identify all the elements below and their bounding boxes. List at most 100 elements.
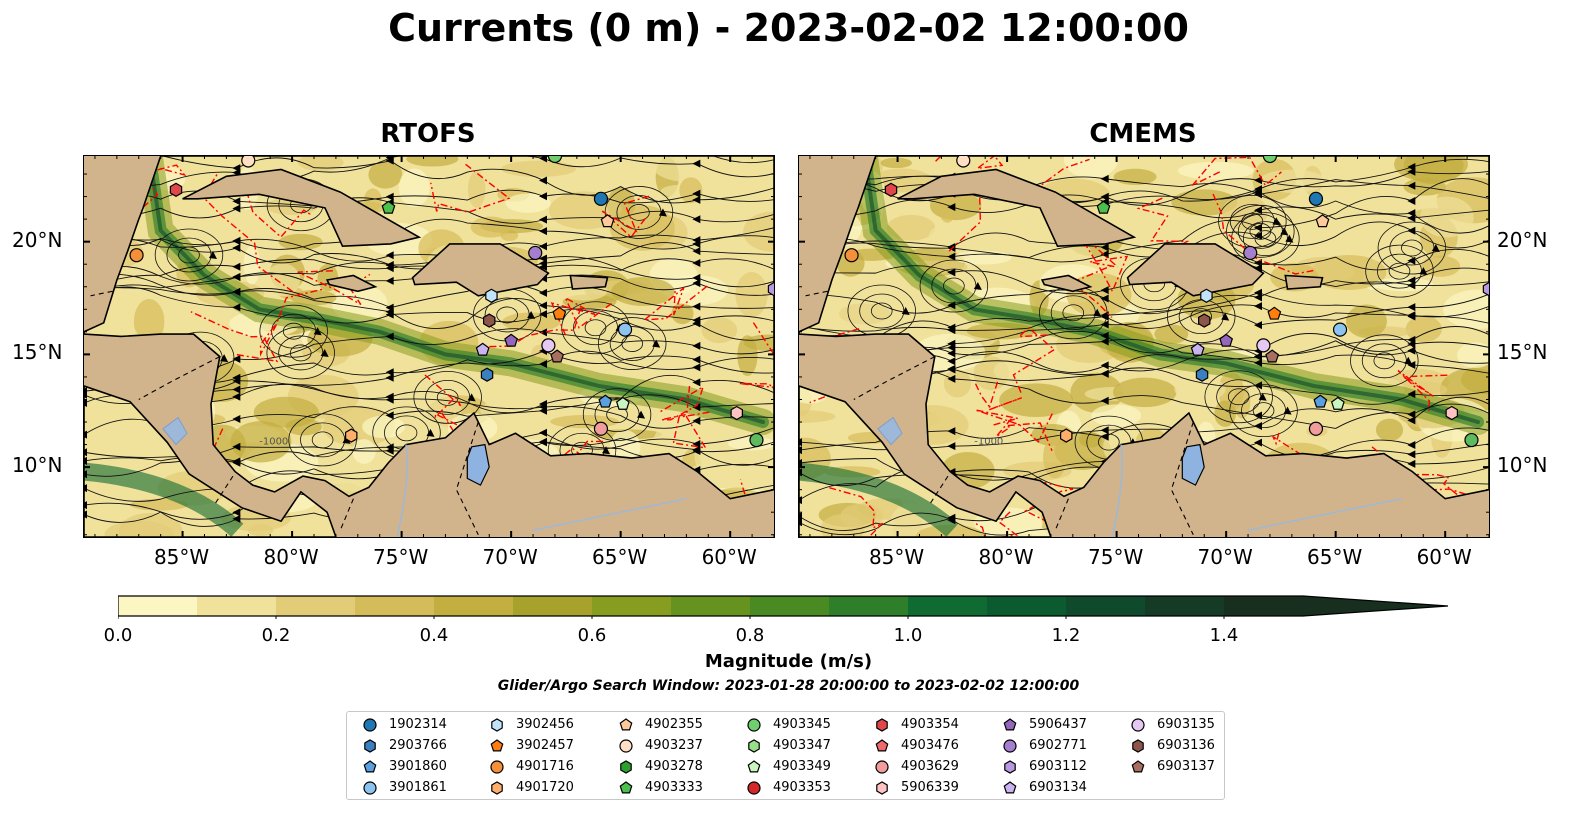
cmems-map-svg: -1000 xyxy=(799,156,1489,537)
colorbar-bar xyxy=(117,595,1449,619)
cmems-float-6903136 xyxy=(1198,313,1211,328)
legend-label: 6903112 xyxy=(1029,759,1087,774)
colorbar-bin xyxy=(829,596,909,616)
legend-marker-shape xyxy=(363,717,377,732)
rtofs-float-1902314 xyxy=(593,191,609,206)
cmems-float-4903349 xyxy=(1330,396,1345,410)
cmems-lat-tick: 10°N xyxy=(1497,453,1548,478)
cmems-lon-tick: 75°W xyxy=(1087,545,1144,569)
rtofs-lon-tick: 70°W xyxy=(482,545,538,569)
legend-label: 5906339 xyxy=(901,780,959,795)
rtofs-frame-ticks xyxy=(84,156,774,537)
cmems-float-3901861 xyxy=(1332,322,1348,337)
legend-item: 6903134 xyxy=(1001,777,1087,798)
colorbar-bin xyxy=(987,596,1067,616)
search-window-caption: Glider/Argo Search Window: 2023-01-28 20… xyxy=(497,678,1080,694)
legend-marker-hexagon xyxy=(876,780,888,795)
cmems-contour-label: -1000 xyxy=(974,437,1003,448)
legend-marker-shape xyxy=(364,738,376,753)
cmems-float-4903354 xyxy=(884,182,898,198)
cmems-float-4903333 xyxy=(1096,200,1111,214)
legend-marker-shape xyxy=(490,759,504,774)
legend-marker-hexagon xyxy=(364,738,376,753)
legend-marker-shape xyxy=(875,738,889,751)
colorbar-tick-label: 1.4 xyxy=(1209,625,1239,646)
colorbar-bin xyxy=(908,596,988,616)
cmems-lon-tick: 85°W xyxy=(868,545,925,569)
rtofs-float-4903333b xyxy=(749,432,764,448)
legend-marker-shape xyxy=(491,717,503,732)
legend-marker-shape xyxy=(363,780,377,795)
legend-marker-circle xyxy=(875,759,889,774)
legend-label: 1902314 xyxy=(389,717,447,732)
legend-item: 3902457 xyxy=(488,735,574,756)
legend-label: 4903347 xyxy=(773,738,831,753)
legend-item: 4903237 xyxy=(617,735,703,756)
cmems-float-1902314 xyxy=(1308,191,1324,206)
legend-marker-pentagon xyxy=(747,759,761,772)
panel-title-rtofs: RTOFS xyxy=(380,119,476,149)
legend-label: 6903134 xyxy=(1029,780,1087,795)
legend-label: 6903135 xyxy=(1157,717,1215,732)
legend-marker-pentagon xyxy=(363,759,377,772)
legend-marker-shape xyxy=(747,780,761,795)
cmems-float-4903237 xyxy=(956,156,971,168)
cmems-coastlines xyxy=(799,156,1489,537)
legend-label: 4903278 xyxy=(645,759,703,774)
legend-label: 4903353 xyxy=(773,780,831,795)
legend-marker-hexagon xyxy=(748,738,760,753)
rtofs-float-6903134 xyxy=(475,342,490,356)
rtofs-lat-tick: 10°N xyxy=(12,453,63,478)
legend-marker-shape xyxy=(876,780,888,795)
legend-marker-shape xyxy=(619,738,633,753)
rtofs-float-5906339 xyxy=(730,405,743,421)
legend-item: 4903354 xyxy=(873,714,959,735)
rtofs-float-3902457 xyxy=(552,306,567,320)
legend-item: 1902314 xyxy=(361,714,447,735)
legend-marker-pentagon xyxy=(619,717,633,730)
legend-item: 4903476 xyxy=(873,735,959,756)
legend-marker-circle xyxy=(490,759,504,774)
rtofs-map-svg: -1000 xyxy=(84,156,774,537)
legend-item: 4903349 xyxy=(745,756,831,777)
legend-marker-hexagon xyxy=(876,717,888,732)
rtofs-lat-tick: 15°N xyxy=(12,340,63,365)
cmems-float-6903137 xyxy=(1265,349,1280,363)
legend-item: 4901720 xyxy=(488,777,574,798)
colorbar-tick-label: 0.8 xyxy=(735,625,765,646)
legend-marker-circle xyxy=(747,780,761,795)
legend-item: 4902355 xyxy=(617,714,703,735)
rtofs-float-4903349 xyxy=(615,396,630,410)
rtofs-float-6903137 xyxy=(550,349,565,363)
legend-marker-shape xyxy=(747,759,761,772)
legend-marker-pentagon xyxy=(619,780,633,793)
rtofs-lon-tick: 60°W xyxy=(701,545,757,569)
legend-marker-shape xyxy=(491,780,503,795)
legend-item: 2903766 xyxy=(361,735,447,756)
rtofs-float-6903112 xyxy=(767,281,774,297)
rtofs-float-4902355 xyxy=(600,214,615,228)
legend-marker-shape xyxy=(876,717,888,732)
legend-marker-shape xyxy=(619,780,633,793)
cmems-float-6903134 xyxy=(1190,342,1205,356)
legend-label: 4901720 xyxy=(516,780,574,795)
colorbar-bin xyxy=(513,596,593,616)
legend-marker-shape xyxy=(1132,738,1144,753)
legend-label: 4902355 xyxy=(645,717,703,732)
colorbar-tick-label: 0.0 xyxy=(103,625,133,646)
colorbar-extend-arrow xyxy=(1303,596,1448,616)
legend-item: 6903135 xyxy=(1129,714,1215,735)
colorbar-tick-label: 0.2 xyxy=(261,625,291,646)
legend-label: 3901860 xyxy=(389,759,447,774)
cmems-float-4901720 xyxy=(1060,428,1073,443)
legend-item: 5906437 xyxy=(1001,714,1087,735)
legend-marker-circle xyxy=(363,717,377,732)
legend-item: 4903353 xyxy=(745,777,831,798)
rtofs-float-6903135 xyxy=(541,338,556,353)
colorbar-tick-label: 1.2 xyxy=(1051,625,1081,646)
cmems-frame-ticks xyxy=(799,156,1489,537)
colorbar-bin xyxy=(434,596,514,616)
legend-marker-shape xyxy=(1131,717,1145,732)
rtofs-float-4903345 xyxy=(547,156,563,164)
legend-label: 6902771 xyxy=(1029,738,1087,753)
